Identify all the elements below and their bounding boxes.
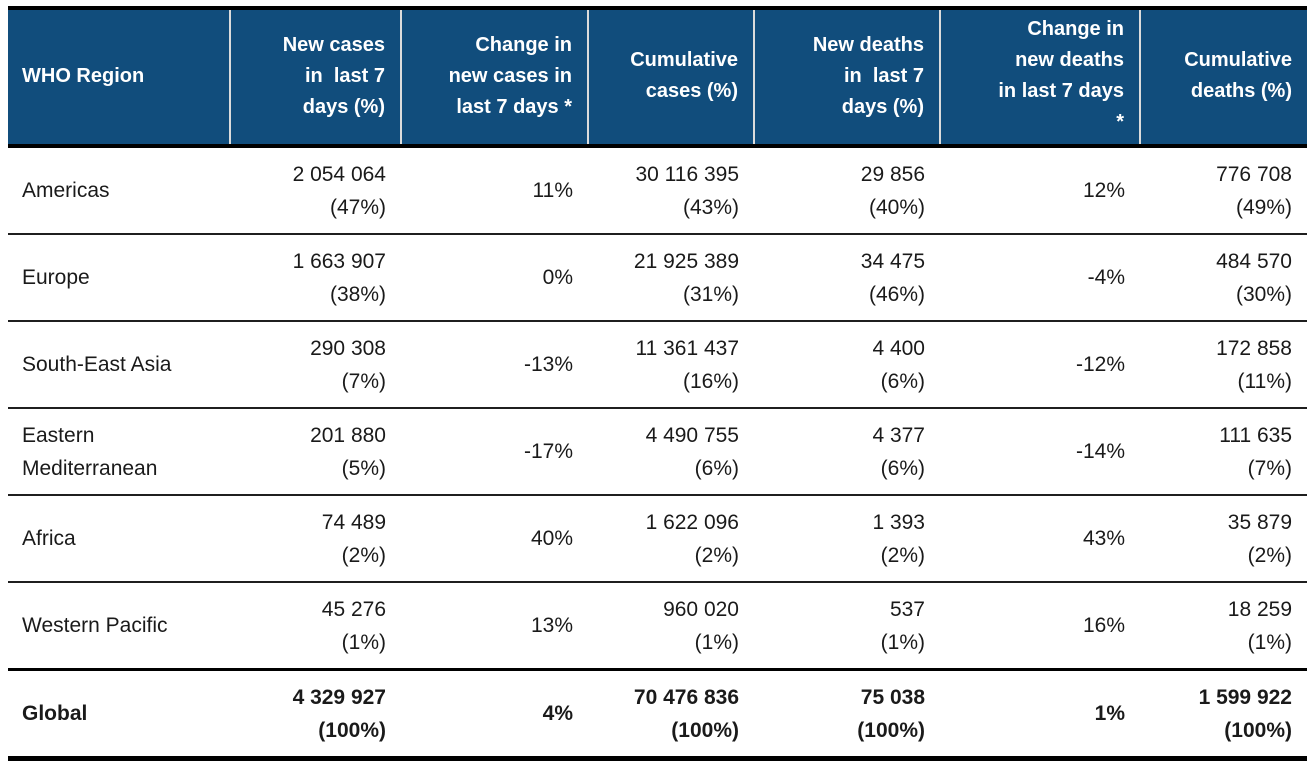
new-cases-cell: 45 276 (1%): [230, 582, 401, 671]
cumulative-cases-cell: 30 116 395 (43%): [588, 146, 754, 235]
new-deaths-cell: 537 (1%): [754, 582, 940, 671]
change-new-deaths-cell: -12%: [940, 321, 1140, 409]
change-new-cases-cell: -17%: [401, 408, 588, 496]
change-new-cases-cell: 4%: [401, 669, 588, 761]
cumulative-deaths-cell: 18 259 (1%): [1140, 582, 1307, 671]
column-header-change-new-deaths: Change in new deaths in last 7 days *: [939, 6, 1140, 148]
cumulative-cases-cell: 70 476 836 (100%): [588, 669, 754, 761]
change-new-deaths-cell: 16%: [940, 582, 1140, 671]
change-new-deaths-cell: -4%: [940, 234, 1140, 322]
column-header-change-new-cases: Change in new cases in last 7 days *: [400, 6, 588, 148]
new-cases-cell: 290 308 (7%): [230, 321, 401, 409]
new-deaths-cell: 75 038 (100%): [754, 669, 940, 761]
change-new-cases-cell: 13%: [401, 582, 588, 671]
cumulative-cases-cell: 1 622 096 (2%): [588, 495, 754, 583]
change-new-cases-cell: 11%: [401, 146, 588, 235]
change-new-deaths-cell: 1%: [940, 669, 1140, 761]
column-header-cumulative-deaths: Cumulative deaths (%): [1139, 6, 1307, 148]
table-header-row: WHO Region New cases in last 7 days (%) …: [8, 6, 1307, 148]
new-cases-cell: 201 880 (5%): [230, 408, 401, 496]
change-new-deaths-cell: 43%: [940, 495, 1140, 583]
cumulative-deaths-cell: 172 858 (11%): [1140, 321, 1307, 409]
cumulative-cases-cell: 960 020 (1%): [588, 582, 754, 671]
region-cell: Western Pacific: [8, 582, 230, 671]
change-new-deaths-cell: 12%: [940, 146, 1140, 235]
cumulative-deaths-cell: 1 599 922 (100%): [1140, 669, 1307, 761]
new-deaths-cell: 4 377 (6%): [754, 408, 940, 496]
new-cases-cell: 74 489 (2%): [230, 495, 401, 583]
table-row-africa: Africa 74 489 (2%) 40% 1 622 096 (2%) 1 …: [8, 495, 1307, 583]
change-new-cases-cell: 40%: [401, 495, 588, 583]
cumulative-deaths-cell: 776 708 (49%): [1140, 146, 1307, 235]
cumulative-deaths-cell: 35 879 (2%): [1140, 495, 1307, 583]
column-header-who-region: WHO Region: [8, 6, 230, 148]
cumulative-deaths-cell: 111 635 (7%): [1140, 408, 1307, 496]
table-row-eastern-mediterranean: Eastern Mediterranean 201 880 (5%) -17% …: [8, 408, 1307, 496]
table-row-americas: Americas 2 054 064 (47%) 11% 30 116 395 …: [8, 146, 1307, 235]
cumulative-cases-cell: 11 361 437 (16%): [588, 321, 754, 409]
column-header-new-cases: New cases in last 7 days (%): [229, 6, 401, 148]
column-header-cumulative-cases: Cumulative cases (%): [587, 6, 754, 148]
new-cases-cell: 2 054 064 (47%): [230, 146, 401, 235]
region-cell: Americas: [8, 146, 230, 235]
region-cell: Europe: [8, 234, 230, 322]
table-row-global: Global 4 329 927 (100%) 4% 70 476 836 (1…: [8, 669, 1307, 761]
who-region-table-container: WHO Region New cases in last 7 days (%) …: [8, 6, 1307, 761]
region-cell: Africa: [8, 495, 230, 583]
table-row-south-east-asia: South-East Asia 290 308 (7%) -13% 11 361…: [8, 321, 1307, 409]
new-cases-cell: 4 329 927 (100%): [230, 669, 401, 761]
table-row-western-pacific: Western Pacific 45 276 (1%) 13% 960 020 …: [8, 582, 1307, 671]
column-header-new-deaths: New deaths in last 7 days (%): [753, 6, 940, 148]
new-deaths-cell: 4 400 (6%): [754, 321, 940, 409]
cumulative-deaths-cell: 484 570 (30%): [1140, 234, 1307, 322]
region-cell: South-East Asia: [8, 321, 230, 409]
change-new-cases-cell: 0%: [401, 234, 588, 322]
cumulative-cases-cell: 4 490 755 (6%): [588, 408, 754, 496]
new-deaths-cell: 29 856 (40%): [754, 146, 940, 235]
change-new-cases-cell: -13%: [401, 321, 588, 409]
region-cell: Eastern Mediterranean: [8, 408, 230, 496]
who-region-table: WHO Region New cases in last 7 days (%) …: [8, 6, 1307, 761]
new-deaths-cell: 34 475 (46%): [754, 234, 940, 322]
change-new-deaths-cell: -14%: [940, 408, 1140, 496]
table-row-europe: Europe 1 663 907 (38%) 0% 21 925 389 (31…: [8, 234, 1307, 322]
new-deaths-cell: 1 393 (2%): [754, 495, 940, 583]
region-cell: Global: [8, 669, 230, 761]
cumulative-cases-cell: 21 925 389 (31%): [588, 234, 754, 322]
new-cases-cell: 1 663 907 (38%): [230, 234, 401, 322]
